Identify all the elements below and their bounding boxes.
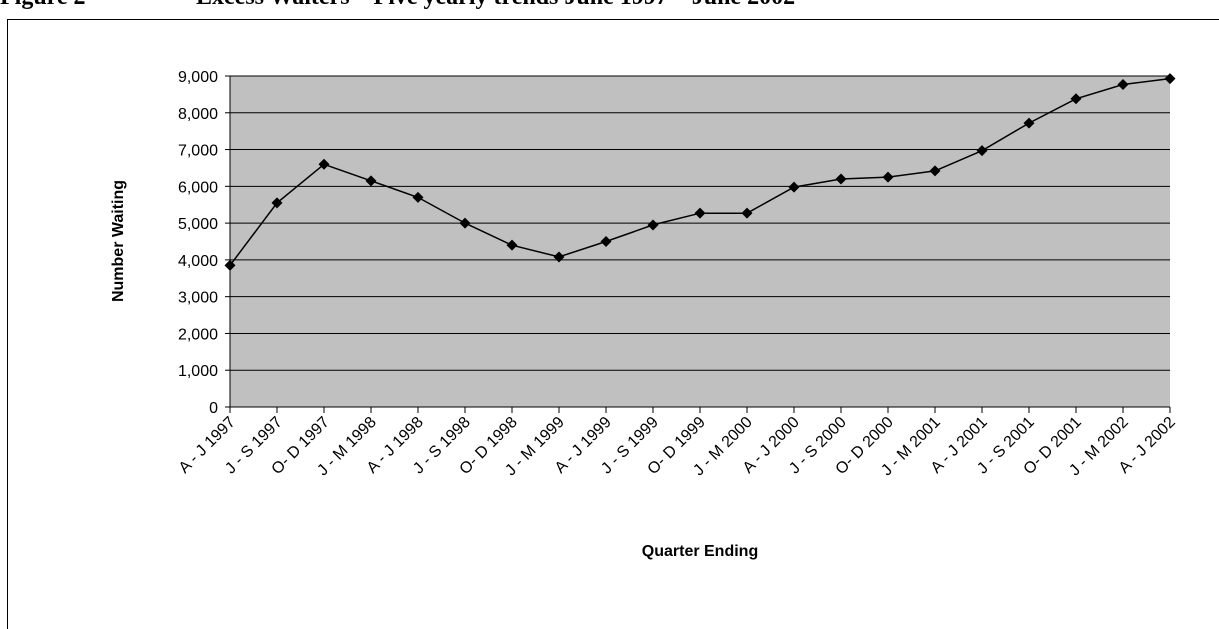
y-tick-label: 7,000 [178,143,218,160]
data-point-marker [224,259,236,271]
y-tick-label: 0 [209,400,218,417]
data-point-marker [976,145,988,157]
data-point-marker [882,171,894,183]
data-point-marker [1117,78,1129,90]
y-tick-label: 3,000 [178,290,218,307]
data-point-marker [741,207,753,219]
data-point-marker [835,173,847,185]
data-point-marker [506,239,518,251]
y-axis-title: Number Waiting [110,180,127,302]
data-point-marker [412,191,424,203]
y-tick-label: 9,000 [178,69,218,86]
data-point-marker [929,165,941,177]
data-point-marker [694,207,706,219]
series-group [224,73,1176,271]
axes [225,75,1171,413]
y-tick-labels: 0 1,000 2,000 3,000 4,000 5,000 6,000 7,000 8,00… [178,69,218,417]
gridlines [230,75,1170,371]
data-point-marker [553,251,565,263]
data-point-marker [788,181,800,193]
x-axis-title: Quarter Ending [642,543,758,560]
figure-title-text: Excess Waiters – Five yearly trends June… [196,0,795,11]
data-point-marker [600,236,612,247]
plot-area [230,76,1170,407]
data-point-marker [1164,73,1176,85]
figure-label: Figure 2 [0,0,86,11]
y-tick-label: 1,000 [178,363,218,380]
chart-frame [7,19,1219,629]
data-point-marker [1023,117,1035,129]
data-point-marker [365,175,377,187]
y-tick-label: 2,000 [178,326,218,343]
y-tick-label: 6,000 [178,179,218,196]
data-point-marker [647,219,659,231]
data-point-marker [1070,93,1082,105]
y-tick-label: 5,000 [178,216,218,233]
data-point-marker [459,217,471,229]
y-tick-label: 4,000 [178,253,218,270]
y-tick-label: 8,000 [178,106,218,123]
data-point-marker [271,197,283,209]
data-point-marker [318,158,330,170]
